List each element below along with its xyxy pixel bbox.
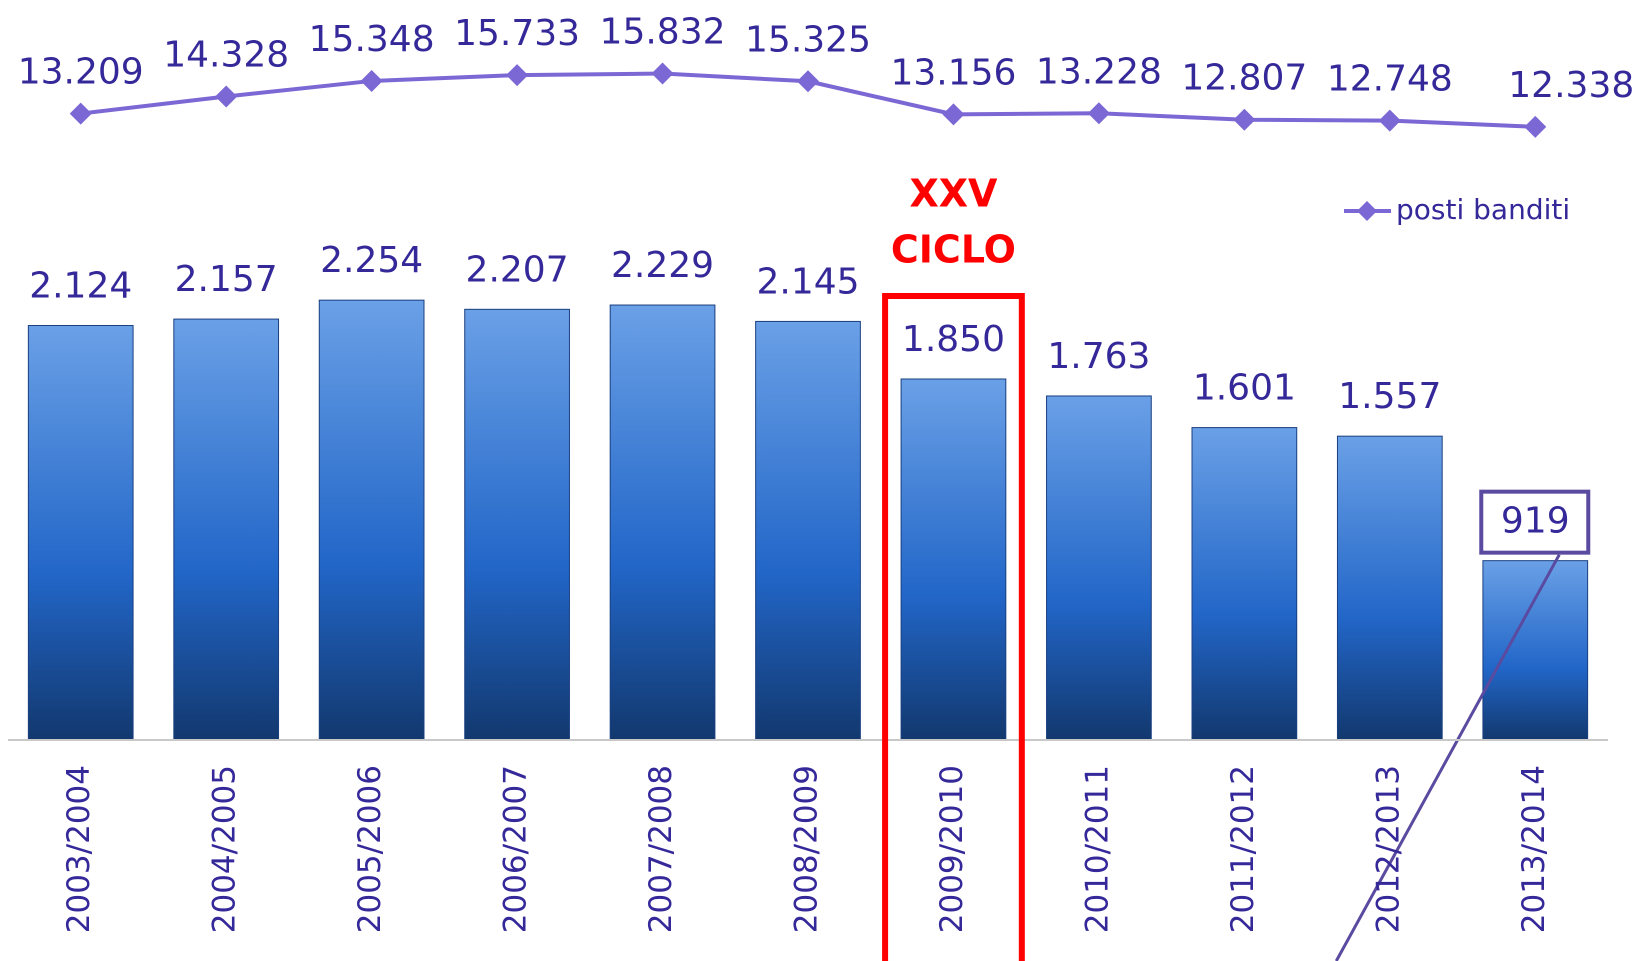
highlight-box <box>882 293 1025 961</box>
legend-label: posti banditi <box>1396 193 1570 226</box>
bar-value-label: 2.124 <box>29 266 132 307</box>
x-tick-label: 2005/2006 <box>352 765 388 933</box>
legend-marker <box>1357 201 1377 221</box>
bar-value-label: 1.601 <box>1193 368 1296 409</box>
bar-value-label: 1.850 <box>902 319 1005 360</box>
line-value-label: 12.338 <box>1508 65 1634 106</box>
line-marker <box>1524 115 1547 138</box>
line-marker <box>215 85 238 108</box>
bar-value-label: 2.254 <box>320 240 423 281</box>
x-tick-label: 2006/2007 <box>498 765 534 933</box>
line-marker <box>1378 109 1401 132</box>
x-tick-label: 2003/2004 <box>61 765 97 933</box>
callout-line <box>1334 553 1561 961</box>
bar-value-label: 2.229 <box>611 245 714 286</box>
line-marker <box>797 70 819 93</box>
line-marker <box>1087 102 1110 125</box>
x-tick-label: 2012/2013 <box>1370 765 1406 933</box>
annotation: XXV <box>909 172 998 216</box>
x-tick-label: 2009/2010 <box>934 765 970 933</box>
line-value-label: 15.325 <box>745 19 871 60</box>
x-tick-label: 2007/2008 <box>643 765 679 933</box>
x-tick-label: 2010/2011 <box>1079 765 1115 933</box>
line-value-label: 12.807 <box>1181 58 1307 99</box>
x-tick-label: 2013/2014 <box>1516 765 1552 933</box>
line-marker <box>69 102 92 125</box>
line-value-label: 13.228 <box>1036 51 1162 92</box>
bar-value-label: 2.207 <box>466 249 569 290</box>
bar-value-label: 1.763 <box>1047 336 1150 377</box>
bar <box>1336 435 1443 741</box>
bar-value-label: 2.157 <box>175 259 278 300</box>
x-tick-label: 2008/2009 <box>789 765 825 933</box>
bar <box>900 378 1007 741</box>
bar-value-label: 919 <box>1501 501 1570 542</box>
line-value-label: 13.209 <box>18 52 144 93</box>
line-value-label: 12.748 <box>1327 59 1453 100</box>
bar <box>609 304 716 741</box>
line-value-label: 15.832 <box>600 12 726 53</box>
line-marker <box>651 62 674 85</box>
bar <box>173 318 280 741</box>
x-tick-label: 2011/2012 <box>1225 765 1261 933</box>
bar <box>27 325 134 741</box>
line-value-label: 13.156 <box>890 52 1016 93</box>
line-marker <box>506 64 529 87</box>
bar <box>464 308 570 741</box>
line-value-label: 15.348 <box>309 19 435 60</box>
line-marker <box>942 103 965 126</box>
bar <box>1191 427 1298 741</box>
label-box <box>1479 489 1591 555</box>
annotation: CICLO <box>891 228 1016 272</box>
line-value-label: 14.328 <box>163 34 289 75</box>
bar <box>1482 560 1589 741</box>
bar <box>1046 395 1152 741</box>
bar <box>755 320 861 741</box>
bar <box>318 299 425 741</box>
x-tick-label: 2004/2005 <box>207 765 243 933</box>
bar-value-label: 1.557 <box>1338 376 1441 417</box>
line-marker <box>1233 108 1256 131</box>
line-value-label: 15.733 <box>454 13 580 54</box>
bar-value-label: 2.145 <box>756 261 859 302</box>
line-marker <box>360 69 383 92</box>
